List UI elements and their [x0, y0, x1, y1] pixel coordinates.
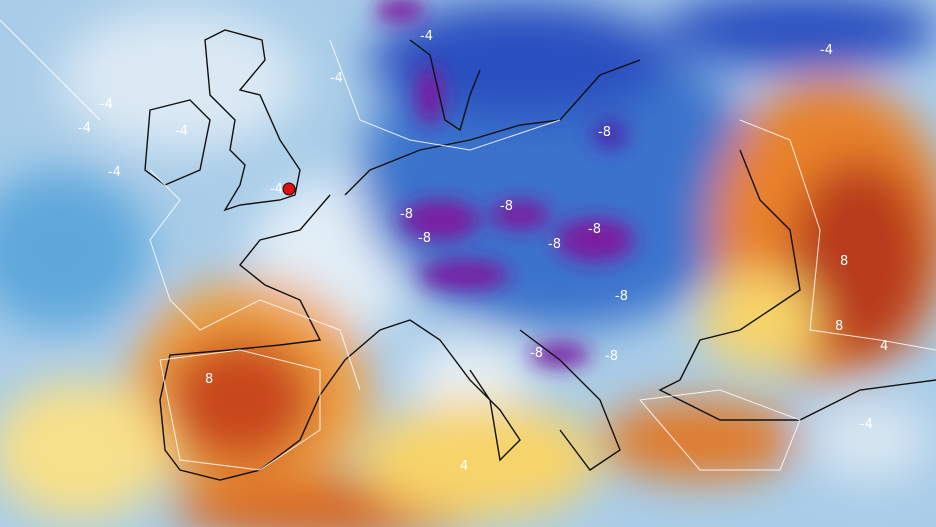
contour-label: 4	[460, 459, 468, 474]
extreme-cold-patches	[375, 0, 635, 367]
contour-label: 8	[840, 254, 848, 269]
location-marker-icon	[282, 182, 296, 196]
contour-label: -8	[500, 199, 513, 214]
contour-label: -8	[418, 231, 431, 246]
contour-label: -4	[860, 417, 873, 432]
contour-label: -4	[78, 121, 91, 136]
contour-label: -4	[175, 124, 188, 139]
contour-label: -4	[100, 97, 113, 112]
contour-label: -8	[400, 207, 413, 222]
contour-labels: -4 -4 -4 -4 -4 -4 -4 -4 -8 -8 -8 -8 -8 -8 -8 -8 -8 8 8 8 4 4 -…	[78, 29, 888, 474]
contour-label: -4	[270, 182, 283, 197]
contour-label: -4	[820, 43, 833, 58]
contour-label: -8	[588, 222, 601, 237]
contour-label: -4	[330, 71, 343, 86]
contour-label: -8	[605, 349, 618, 364]
contour-lines	[0, 19, 936, 471]
contour-label: -8	[548, 237, 561, 252]
contour-label: 4	[880, 339, 888, 354]
contour-label: 8	[835, 319, 843, 334]
contour-label: -8	[615, 289, 628, 304]
contour-label: -8	[530, 346, 543, 361]
contour-label: 8	[205, 372, 213, 387]
contour-label: -4	[420, 29, 433, 44]
contour-label: -4	[108, 165, 121, 180]
contour-label: -8	[598, 125, 611, 140]
